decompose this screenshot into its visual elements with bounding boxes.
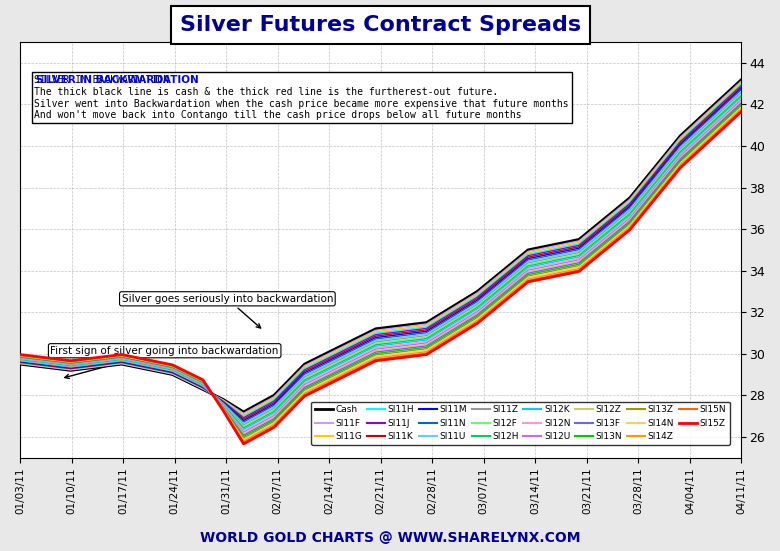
Text: SILVER IN BACKWARDATION: SILVER IN BACKWARDATION [36, 75, 199, 85]
Text: Silver goes seriously into backwardation: Silver goes seriously into backwardation [122, 294, 333, 328]
Text: WORLD GOLD CHARTS @ WWW.SHARELYNX.COM: WORLD GOLD CHARTS @ WWW.SHARELYNX.COM [200, 532, 580, 545]
Text: SILVER IN BACKWARDATION
The thick black line is cash & the thick red line is the: SILVER IN BACKWARDATION The thick black … [34, 75, 569, 120]
Title: Silver Futures Contract Spreads: Silver Futures Contract Spreads [180, 15, 581, 35]
Text: First sign of silver going into backwardation: First sign of silver going into backward… [51, 345, 279, 379]
Legend: Cash, SI11F, SI11G, SI11H, SI11J, SI11K, SI11M, SI11N, SI11U, SI11Z, SI12F, SI12: Cash, SI11F, SI11G, SI11H, SI11J, SI11K,… [311, 402, 730, 445]
